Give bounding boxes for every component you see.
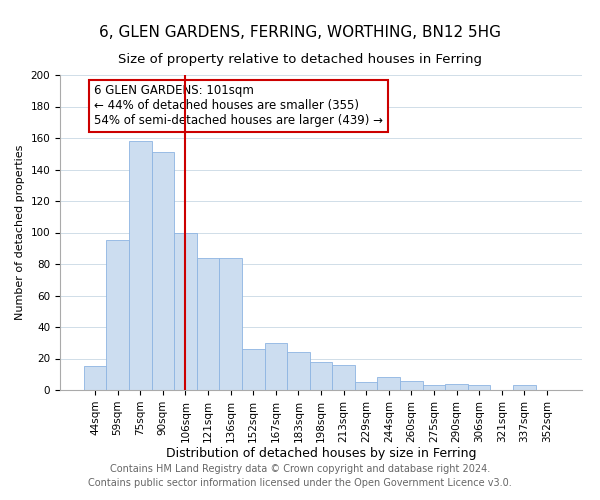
Text: Contains HM Land Registry data © Crown copyright and database right 2024.
Contai: Contains HM Land Registry data © Crown c… bbox=[88, 464, 512, 487]
Bar bbox=[377, 378, 400, 390]
Bar bbox=[84, 366, 106, 390]
Bar bbox=[355, 382, 377, 390]
Y-axis label: Number of detached properties: Number of detached properties bbox=[15, 145, 25, 320]
X-axis label: Distribution of detached houses by size in Ferring: Distribution of detached houses by size … bbox=[166, 448, 476, 460]
Bar bbox=[445, 384, 468, 390]
Bar bbox=[106, 240, 129, 390]
Text: Size of property relative to detached houses in Ferring: Size of property relative to detached ho… bbox=[118, 52, 482, 66]
Bar bbox=[129, 141, 152, 390]
Bar bbox=[332, 365, 355, 390]
Bar bbox=[513, 386, 536, 390]
Bar bbox=[468, 386, 490, 390]
Bar bbox=[174, 232, 197, 390]
Text: 6, GLEN GARDENS, FERRING, WORTHING, BN12 5HG: 6, GLEN GARDENS, FERRING, WORTHING, BN12… bbox=[99, 25, 501, 40]
Bar bbox=[197, 258, 220, 390]
Bar bbox=[310, 362, 332, 390]
Bar bbox=[152, 152, 174, 390]
Bar bbox=[287, 352, 310, 390]
Bar bbox=[220, 258, 242, 390]
Bar bbox=[422, 386, 445, 390]
Bar bbox=[242, 349, 265, 390]
Text: 6 GLEN GARDENS: 101sqm
← 44% of detached houses are smaller (355)
54% of semi-de: 6 GLEN GARDENS: 101sqm ← 44% of detached… bbox=[94, 84, 383, 128]
Bar bbox=[400, 380, 422, 390]
Bar bbox=[265, 343, 287, 390]
